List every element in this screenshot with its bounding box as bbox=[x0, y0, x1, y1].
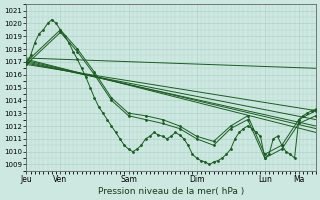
X-axis label: Pression niveau de la mer( hPa ): Pression niveau de la mer( hPa ) bbox=[98, 187, 244, 196]
